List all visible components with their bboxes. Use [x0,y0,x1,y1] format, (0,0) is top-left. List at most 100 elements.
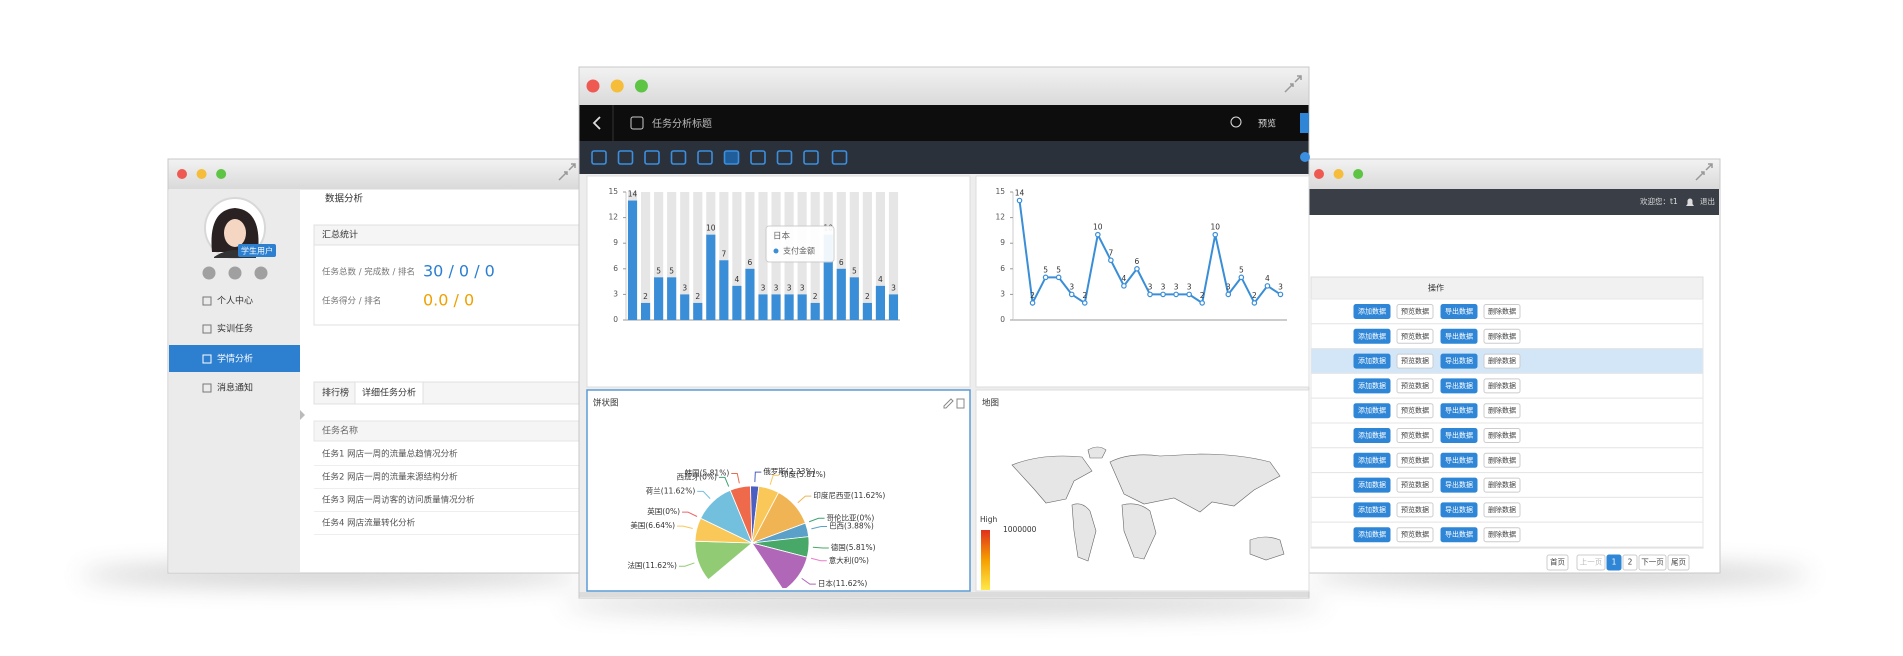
button[interactable] [1396,304,1434,319]
point[interactable] [1238,274,1245,281]
button[interactable] [1440,353,1478,369]
button[interactable] [1483,428,1521,443]
button[interactable] [1483,353,1521,369]
button[interactable] [1483,403,1521,419]
bar[interactable] [849,277,859,320]
button[interactable] [1483,304,1521,319]
page-button[interactable] [1667,554,1690,571]
point[interactable] [1225,291,1232,298]
bar[interactable] [745,268,755,320]
toolbar-icon[interactable] [750,150,766,165]
point[interactable] [1029,300,1036,306]
toolbar-icon[interactable] [776,150,793,165]
bar[interactable] [862,302,872,320]
point[interactable] [1055,274,1062,281]
edit-icon[interactable] [943,398,954,409]
bar[interactable] [693,302,703,320]
button[interactable] [1396,403,1434,419]
page-button[interactable] [1606,554,1622,571]
button[interactable] [1396,378,1434,394]
window-button[interactable] [1333,169,1344,179]
button[interactable] [1353,452,1391,468]
page-button[interactable] [1576,554,1606,571]
bar[interactable] [810,302,820,320]
point[interactable] [1134,265,1140,272]
point[interactable] [1081,300,1088,306]
point[interactable] [1108,257,1114,264]
bar[interactable] [654,277,664,320]
toolbar-icon[interactable] [831,150,848,165]
profile-icon[interactable] [228,266,242,280]
button[interactable] [1440,477,1478,493]
tab-active[interactable] [354,381,424,405]
button[interactable] [1353,403,1391,419]
bar[interactable] [706,234,716,320]
button[interactable] [1396,428,1434,443]
button[interactable] [1440,452,1478,468]
point[interactable] [1042,274,1049,281]
button[interactable] [1440,304,1478,319]
bar[interactable] [784,294,794,320]
bar[interactable] [667,277,677,320]
button[interactable] [1483,452,1521,468]
window-button[interactable] [1353,169,1364,179]
save-button[interactable] [1300,113,1309,133]
button[interactable] [1483,328,1521,344]
button[interactable] [1396,328,1434,344]
button[interactable] [1483,527,1521,543]
window-button[interactable] [196,169,207,179]
pie-slice[interactable] [751,542,808,590]
button[interactable] [1353,502,1391,518]
button[interactable] [1483,502,1521,518]
window-button[interactable] [216,169,227,179]
button[interactable] [1396,527,1434,543]
button[interactable] [1396,477,1434,493]
toolbar-icon[interactable] [617,150,634,165]
point[interactable] [1173,291,1179,298]
point[interactable] [1121,283,1127,289]
point[interactable] [1264,283,1271,289]
button[interactable] [1353,477,1391,493]
point[interactable] [1251,300,1258,306]
point[interactable] [1147,291,1153,298]
back-arrow[interactable] [592,116,601,130]
button[interactable] [1396,353,1434,369]
button[interactable] [1353,353,1391,369]
point[interactable] [1212,231,1219,238]
point[interactable] [1016,197,1023,204]
button[interactable] [1440,502,1478,518]
bar[interactable] [680,294,690,320]
page-button[interactable] [1638,554,1667,571]
bar[interactable] [719,260,729,320]
help-icon[interactable] [1230,116,1242,128]
point[interactable] [1068,291,1075,298]
button[interactable] [1440,527,1478,543]
bar[interactable] [771,294,781,320]
menu-hit[interactable] [169,290,300,400]
window-button[interactable] [1314,169,1324,179]
bar[interactable] [758,294,768,320]
delete-icon[interactable] [956,398,965,409]
button[interactable] [1483,477,1521,493]
bar[interactable] [641,302,651,320]
toolbar-icon[interactable] [591,150,607,165]
button[interactable] [1353,378,1391,394]
bar[interactable] [732,285,742,320]
profile-icon[interactable] [202,266,216,280]
point[interactable] [1199,300,1205,306]
point[interactable] [1186,291,1192,298]
button[interactable] [1353,428,1391,443]
point[interactable] [1160,291,1166,298]
point[interactable] [1095,231,1101,238]
toolbar-icon[interactable] [803,150,819,165]
window-button[interactable] [177,169,187,179]
button[interactable] [1396,502,1434,518]
button[interactable] [1353,304,1391,319]
profile-icon[interactable] [254,266,268,280]
window-button[interactable] [634,79,648,93]
settings-icon[interactable] [1300,152,1310,162]
bar[interactable] [836,268,846,320]
bar[interactable] [875,285,885,320]
toolbar-icon[interactable] [670,150,687,165]
button[interactable] [1440,403,1478,419]
